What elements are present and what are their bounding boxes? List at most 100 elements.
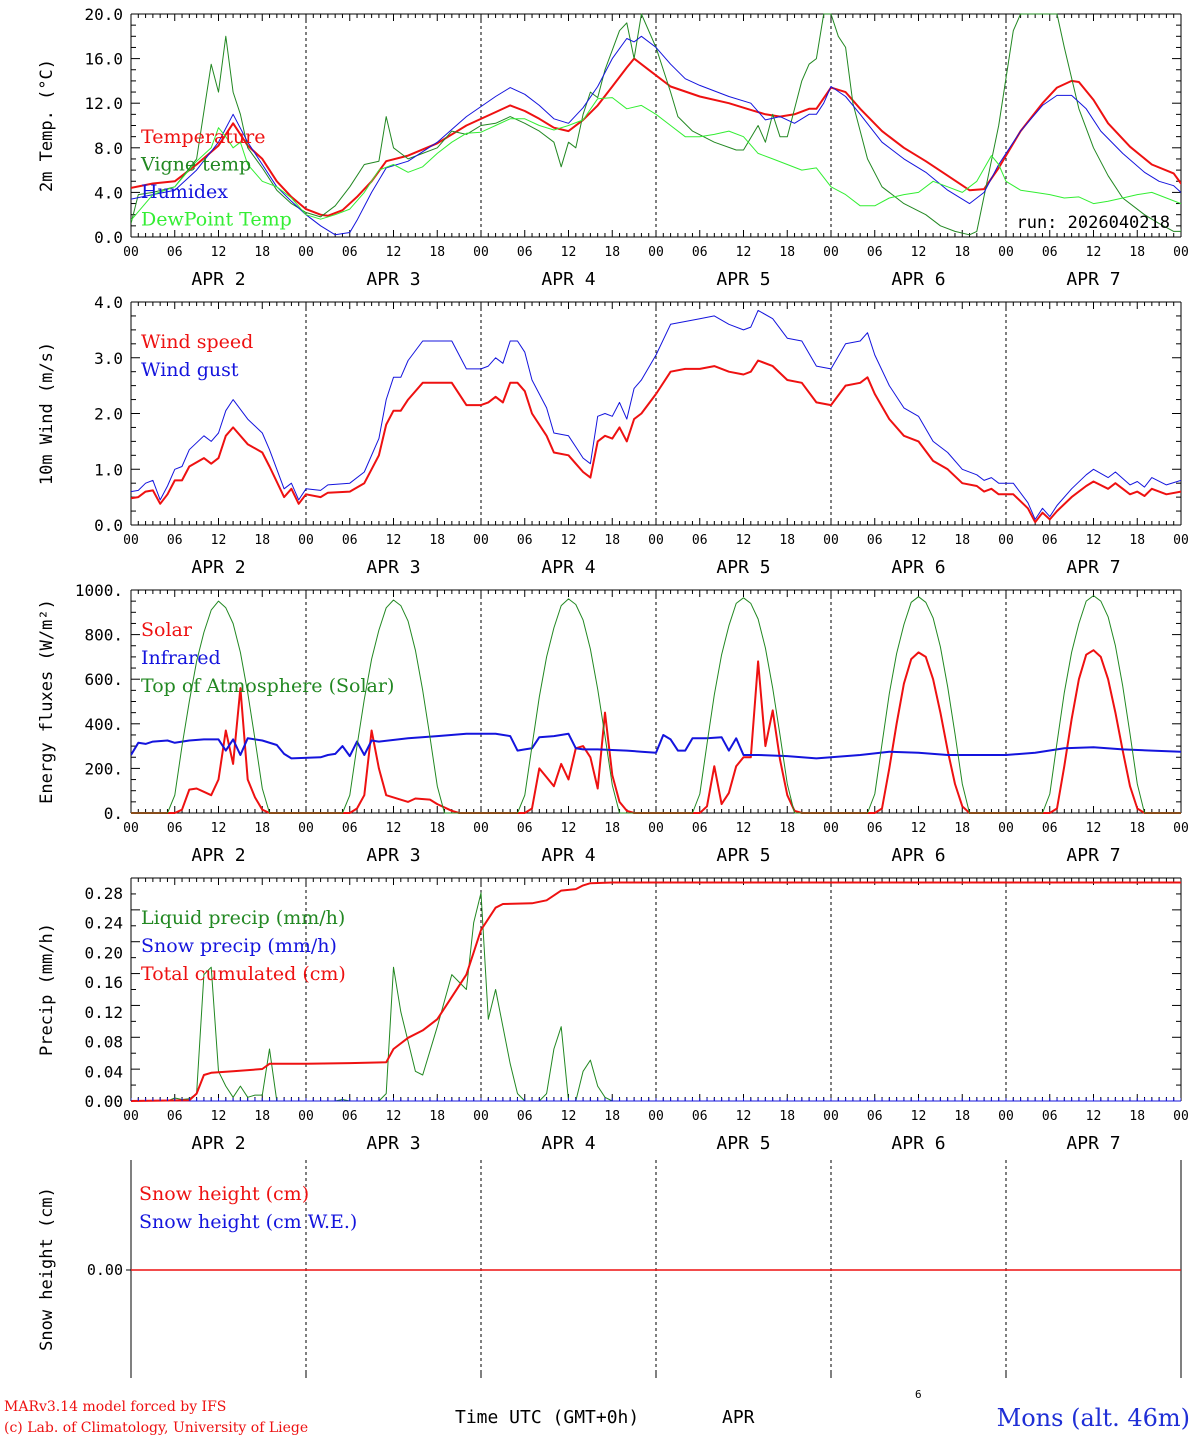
x-tick-label: 00 — [473, 245, 489, 260]
x-day-label: APR 3 — [366, 269, 420, 290]
small-mark: 6 — [915, 1388, 922, 1401]
series-humidex — [131, 35, 1181, 236]
x-day-label: APR 3 — [366, 845, 420, 866]
y-tick-label: 0.08 — [84, 1033, 123, 1052]
x-tick-label: 00 — [298, 533, 314, 548]
x-tick-label: 18 — [1129, 821, 1145, 836]
series-vigne-temp — [131, 13, 1181, 236]
x-tick-label: 18 — [254, 245, 270, 260]
y-axis-title: 2m Temp. (°C) — [37, 59, 57, 192]
y-tick-label: 0.20 — [84, 943, 123, 962]
x-tick-label: 00 — [648, 1109, 664, 1124]
x-tick-label: 12 — [561, 533, 577, 548]
legend-top-of-atmosphere-solar-: Top of Atmosphere (Solar) — [141, 675, 394, 697]
y-axis-title: Energy fluxes (W/m²) — [37, 599, 57, 804]
series-total-cumulated-cm- — [131, 881, 1181, 1102]
y-tick-label: 2.0 — [94, 405, 123, 424]
x-day-label: APR 7 — [1066, 269, 1120, 290]
x-tick-label: 06 — [342, 245, 358, 260]
x-tick-label: 00 — [473, 821, 489, 836]
x-day-label: APR 7 — [1066, 557, 1120, 578]
x-tick-label: 06 — [867, 1109, 883, 1124]
x-tick-label: 06 — [1042, 1109, 1058, 1124]
x-tick-label: 18 — [1129, 245, 1145, 260]
x-tick-label: 18 — [779, 533, 795, 548]
panel-temp: 00 06 12 18 00 06 12 18 00 06 12 18 00 06 12 18 00 06 12 18… — [37, 5, 1189, 290]
x-tick-label: 06 — [867, 533, 883, 548]
series-infrared — [131, 732, 1181, 760]
x-tick-label: 06 — [517, 1109, 533, 1124]
y-tick-label: 0.00 — [87, 1261, 123, 1279]
x-tick-label: 00 — [298, 821, 314, 836]
x-day-label: APR 6 — [891, 1133, 945, 1154]
x-tick-label: 18 — [954, 533, 970, 548]
x-tick-label: 00 — [998, 245, 1014, 260]
y-tick-label: 400. — [84, 715, 123, 734]
legend-dewpoint-temp: DewPoint Temp — [141, 209, 292, 231]
x-tick-label: 00 — [823, 533, 839, 548]
x-tick-label: 00 — [648, 821, 664, 836]
x-tick-label: 18 — [429, 1109, 445, 1124]
legend-vigne-temp: Vigne temp — [140, 154, 251, 176]
legend-humidex: Humidex — [141, 181, 228, 203]
y-tick-label: 0.00 — [84, 1092, 123, 1111]
x-tick-label: 06 — [342, 821, 358, 836]
x-tick-label: 12 — [736, 1109, 752, 1124]
x-day-label: APR 5 — [716, 557, 770, 578]
x-tick-label: 12 — [1086, 1109, 1102, 1124]
x-tick-label: 12 — [736, 533, 752, 548]
x-tick-label: 00 — [823, 1109, 839, 1124]
x-tick-label: 18 — [254, 821, 270, 836]
y-axis-title: Snow height (cm) — [37, 1187, 57, 1351]
y-tick-label: 0.28 — [84, 884, 123, 903]
x-tick-label: 12 — [1086, 533, 1102, 548]
y-tick-label: 200. — [84, 759, 123, 778]
x-tick-label: 12 — [386, 533, 402, 548]
x-tick-label: 06 — [517, 821, 533, 836]
legend-total-cumulated-cm-: Total cumulated (cm) — [141, 963, 346, 985]
station-label: Mons (alt. 46m) — [997, 1404, 1190, 1432]
series-wind-gust — [131, 309, 1181, 520]
y-tick-label: 800. — [84, 626, 123, 645]
x-tick-label: 00 — [1173, 245, 1189, 260]
y-tick-label: 4.0 — [94, 293, 123, 312]
legend-wind-speed: Wind speed — [141, 331, 253, 353]
x-tick-label: 06 — [517, 533, 533, 548]
x-day-label: APR 5 — [716, 1133, 770, 1154]
x-day-label: APR 3 — [366, 1133, 420, 1154]
panel-wind: 00 06 12 18 00 06 12 18 00 06 12 18 00 06 12 18 00 06 12 18… — [37, 293, 1189, 578]
x-tick-label: 12 — [211, 821, 227, 836]
panel-precip: 00 06 12 18 00 06 12 18 00 06 12 18 00 06 12 18 00 06 12 18… — [37, 877, 1189, 1154]
x-tick-label: 00 — [998, 821, 1014, 836]
x-tick-label: 18 — [429, 821, 445, 836]
x-day-label: APR 6 — [891, 269, 945, 290]
y-tick-label: 0.0 — [94, 516, 123, 535]
legend-snow-height-cm-w-e-: Snow height (cm W.E.) — [139, 1211, 357, 1233]
x-tick-label: 06 — [692, 533, 708, 548]
x-tick-label: 18 — [779, 245, 795, 260]
x-tick-label: 12 — [911, 821, 927, 836]
x-tick-label: 18 — [604, 1109, 620, 1124]
x-tick-label: 00 — [998, 1109, 1014, 1124]
x-tick-label: 12 — [911, 1109, 927, 1124]
legend-infrared: Infrared — [141, 647, 221, 669]
x-tick-label: 18 — [604, 245, 620, 260]
x-tick-label: 00 — [1173, 821, 1189, 836]
x-tick-label: 06 — [692, 1109, 708, 1124]
series-group — [131, 13, 1181, 236]
y-axis-title: 10m Wind (m/s) — [37, 342, 57, 485]
x-tick-label: 06 — [167, 245, 183, 260]
x-tick-label: 06 — [167, 821, 183, 836]
series-wind-speed — [131, 359, 1181, 524]
x-day-label: APR 6 — [891, 557, 945, 578]
x-day-label: APR 2 — [191, 845, 245, 866]
x-tick-label: 06 — [167, 1109, 183, 1124]
x-tick-label: 18 — [779, 821, 795, 836]
y-tick-label: 20.0 — [84, 5, 123, 24]
x-tick-label: 18 — [604, 533, 620, 548]
x-tick-label: 18 — [254, 533, 270, 548]
x-tick-label: 12 — [561, 821, 577, 836]
x-tick-label: 00 — [823, 821, 839, 836]
x-tick-label: 18 — [1129, 533, 1145, 548]
x-tick-label: 00 — [648, 245, 664, 260]
